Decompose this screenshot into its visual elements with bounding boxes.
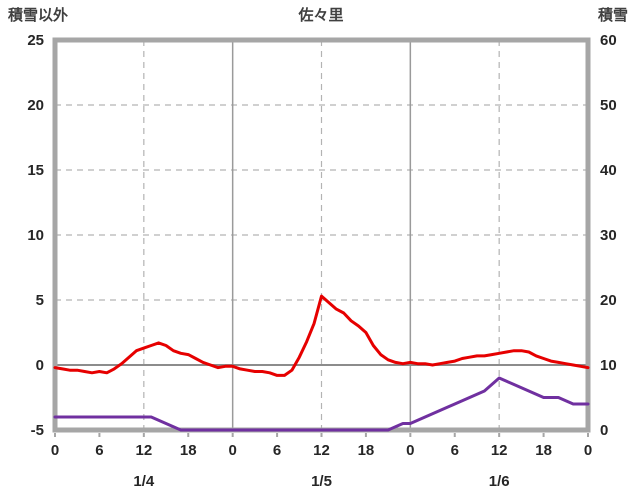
series-red-line [53, 294, 590, 377]
y-tick-label-right: 40 [600, 162, 617, 179]
x-tick-label: 12 [135, 442, 152, 459]
x-tick-label: 0 [584, 442, 592, 459]
y-tick-label-left: 5 [36, 292, 44, 309]
day-label: 1/6 [489, 473, 510, 490]
y-tick-label-left: 20 [27, 97, 44, 114]
x-tick-label: 12 [491, 442, 508, 459]
x-tick-label: 18 [180, 442, 197, 459]
y-tick-label-right: 30 [600, 227, 617, 244]
y-tick-label-right: 50 [600, 97, 617, 114]
x-tick-label: 12 [313, 442, 330, 459]
x-tick-label: 18 [535, 442, 552, 459]
series-purple-line [53, 376, 590, 432]
right-axis-title: 積雪 [597, 6, 628, 24]
x-tick-label: 18 [358, 442, 375, 459]
x-tick-label: 0 [51, 442, 59, 459]
x-tick-label: 6 [451, 442, 459, 459]
y-tick-label-left: 15 [27, 162, 44, 179]
x-tick-label: 0 [406, 442, 414, 459]
y-tick-label-left: 25 [27, 32, 44, 49]
y-tick-label-left: -5 [31, 422, 44, 439]
y-tick-label-right: 0 [600, 422, 608, 439]
x-tick-label: 6 [95, 442, 103, 459]
chart-title: 佐々里 [297, 6, 343, 24]
y-tick-label-right: 10 [600, 357, 617, 374]
y-tick-label-left: 0 [36, 357, 44, 374]
x-tick-label: 6 [273, 442, 281, 459]
y-tick-label-left: 10 [27, 227, 44, 244]
y-tick-label-right: 60 [600, 32, 617, 49]
x-tick-label: 0 [228, 442, 236, 459]
day-label: 1/4 [133, 473, 155, 490]
day-label: 1/5 [311, 473, 332, 490]
y-tick-label-right: 20 [600, 292, 617, 309]
left-axis-title: 積雪以外 [7, 6, 68, 24]
